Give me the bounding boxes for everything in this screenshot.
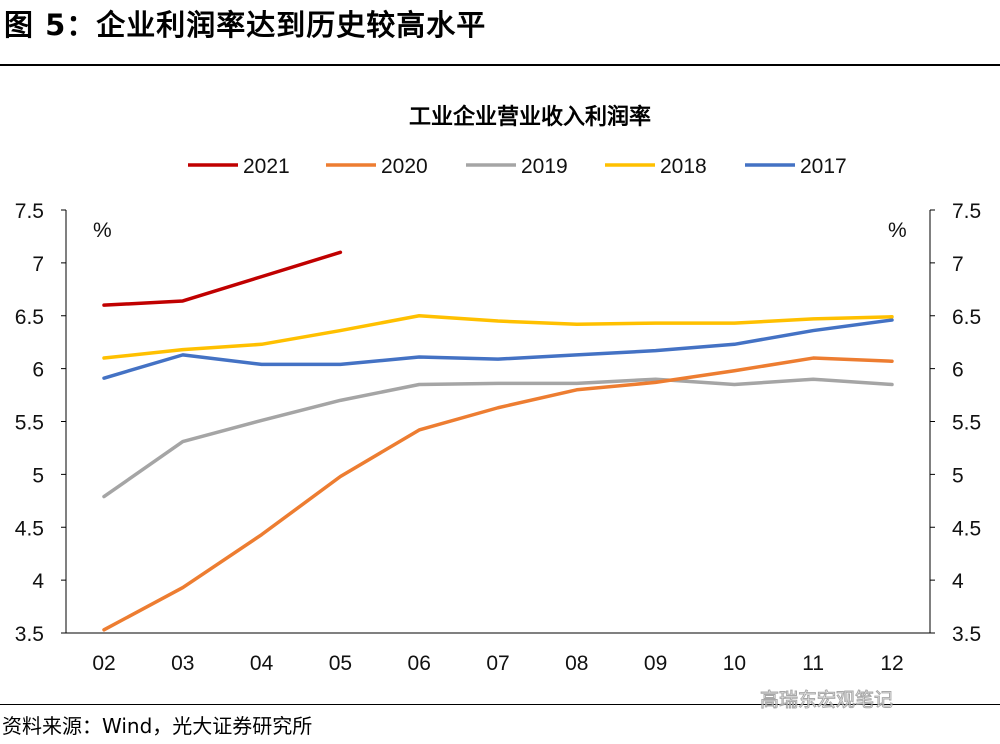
x-tick-label: 05 [329,652,352,675]
right-tick-label: 6.5 [952,306,981,329]
x-tick-label: 04 [250,652,274,675]
left-tick-label: 5 [32,464,44,487]
figure-title: 图 5：企业利润率达到历史较高水平 [4,8,487,42]
left-tick-label: 6 [32,359,44,382]
line-chart: 工业企业营业收入利润率 2021 2020 2019 2018 2017 3.5 3.5 4 4 4… [15,104,981,675]
legend-label-2019: 2019 [521,155,568,178]
series-line-2020 [102,356,894,632]
left-tick-label: 4 [32,570,44,593]
top-divider [0,64,1000,66]
right-unit-label: % [888,219,907,242]
series-line-2017 [102,318,894,380]
series-line-2021 [102,250,343,307]
legend-label-2021: 2021 [243,155,290,178]
x-tick-label: 09 [644,652,667,675]
series-line-2018 [102,314,894,360]
source-note: 资料来源：Wind，光大证券研究所 [2,714,313,738]
left-tick-label: 3.5 [15,623,44,646]
left-tick-label: 4.5 [15,517,44,540]
left-tick-label: 7.5 [15,200,44,223]
left-unit-label: % [93,219,112,242]
x-tick-label: 07 [486,652,509,675]
watermark: 高瑞东宏观笔记 [759,689,894,712]
right-tick-label: 4 [952,570,964,593]
x-tick-label: 02 [92,652,115,675]
left-tick-label: 5.5 [15,412,44,435]
x-tick-label: 10 [723,652,746,675]
bottom-divider [0,704,1000,705]
left-tick-label: 6.5 [15,306,44,329]
right-tick-label: 7.5 [952,200,981,223]
right-tick-label: 5.5 [952,412,981,435]
x-tick-label: 08 [565,652,588,675]
series-line-2019 [102,377,894,499]
legend-label-2018: 2018 [660,155,707,178]
left-tick-label: 7 [32,253,44,276]
x-tick-label: 11 [802,652,824,675]
x-tick-label: 06 [408,652,431,675]
x-tick-label: 03 [171,652,194,675]
right-tick-label: 5 [952,464,964,487]
legend-label-2017: 2017 [800,155,847,178]
legend-label-2020: 2020 [381,155,428,178]
right-tick-label: 6 [952,359,964,382]
right-tick-label: 3.5 [952,623,981,646]
right-tick-label: 4.5 [952,517,981,540]
x-tick-label: 12 [880,652,903,675]
chart-title: 工业企业营业收入利润率 [409,104,651,130]
right-tick-label: 7 [952,253,964,276]
